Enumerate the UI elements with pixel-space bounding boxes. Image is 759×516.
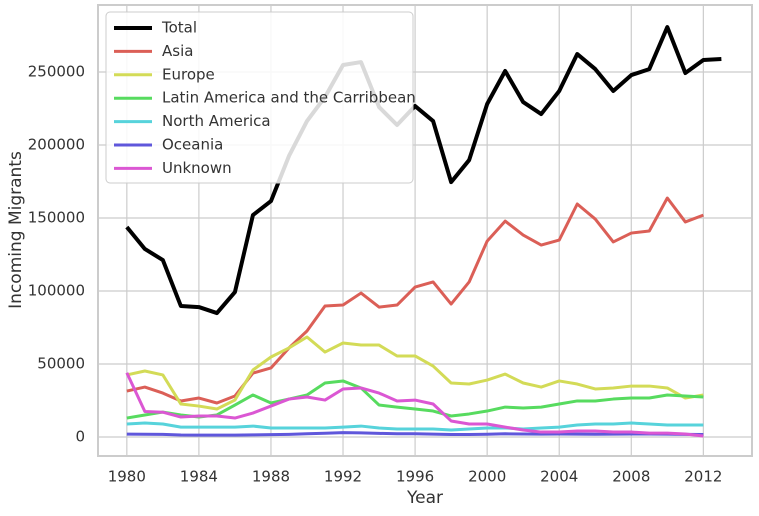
legend: Total Asia Europe Latin America and the Car… xyxy=(105,11,416,184)
x-tick-label: 2012 xyxy=(684,468,722,486)
x-axis-label: Year xyxy=(406,488,443,508)
series-line xyxy=(126,335,704,411)
y-tick-label: 100000 xyxy=(28,282,85,300)
x-tick-label: 2008 xyxy=(612,468,650,486)
x-tick-label: 1988 xyxy=(252,468,290,486)
legend-label: Total xyxy=(161,19,197,37)
series-line xyxy=(126,431,704,437)
y-tick-label: 0 xyxy=(75,428,85,446)
plot-frame xyxy=(97,4,753,457)
legend-box xyxy=(105,11,414,184)
x-tick-label: 2000 xyxy=(468,468,506,486)
series-line xyxy=(126,421,704,432)
legend-label: Asia xyxy=(162,42,193,60)
x-tick-label: 1984 xyxy=(180,468,218,486)
x-tick-label: 1980 xyxy=(108,468,146,486)
series-line xyxy=(126,196,704,405)
y-tick-label: 150000 xyxy=(28,209,85,227)
y-tick-label: 250000 xyxy=(28,63,85,81)
x-tick-label: 2004 xyxy=(540,468,578,486)
legend-label: Latin America and the Carribbean xyxy=(162,89,416,107)
legend-label: North America xyxy=(162,112,271,130)
y-tick-label: 200000 xyxy=(28,136,85,154)
legend-label: Oceania xyxy=(162,136,223,154)
series-line xyxy=(125,372,704,438)
x-tick-label: 1996 xyxy=(396,468,434,486)
legend-label: Unknown xyxy=(162,159,232,177)
y-axis-label: Incoming Migrants xyxy=(6,151,26,309)
y-tick-label: 50000 xyxy=(37,355,85,373)
legend-label: Europe xyxy=(162,65,215,83)
series-line xyxy=(125,25,722,316)
series-line xyxy=(126,379,704,420)
x-tick-label: 1992 xyxy=(324,468,362,486)
